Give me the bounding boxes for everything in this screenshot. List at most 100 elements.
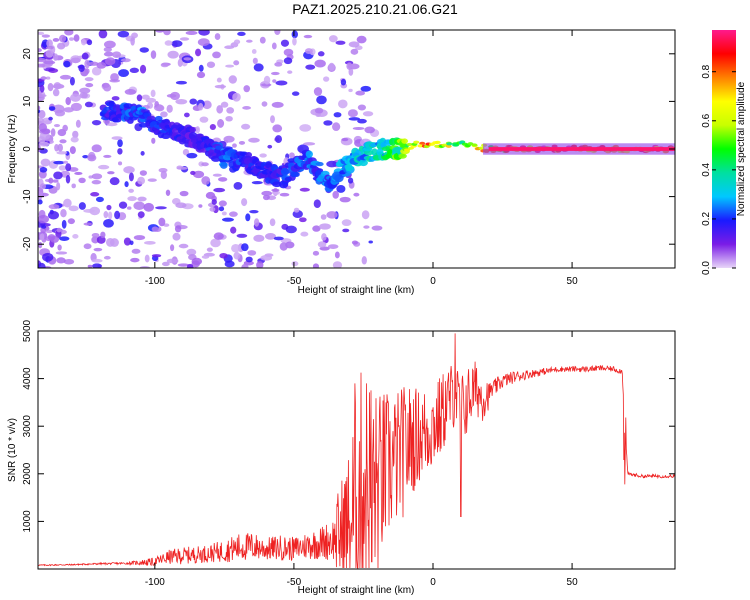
heatmap-noise-blob (83, 209, 95, 213)
heatmap-ridge-blob (446, 142, 453, 146)
heatmap-noise-blob (216, 77, 222, 83)
heatmap-noise-blob (59, 236, 70, 241)
heatmap-noise-blob (251, 181, 263, 185)
heatmap-noise-blob (72, 234, 79, 239)
heatmap-noise-blob (128, 172, 134, 182)
heatmap-noise-blob (147, 178, 157, 182)
heatmap-noise-blob (256, 261, 264, 268)
heatmap-noise-blob (38, 141, 50, 147)
heatmap-noise-blob (206, 247, 213, 252)
heatmap-noise-blob (210, 238, 221, 248)
heatmap-noise-blob (198, 64, 204, 72)
heatmap-noise-blob (126, 206, 132, 210)
colorbar-label: Normalized spectral amplitude (736, 81, 747, 216)
heatmap-noise-blob (175, 99, 188, 105)
heatmap-noise-blob (137, 196, 147, 202)
heatmap-noise-blob (47, 210, 60, 220)
heatmap-ridge-blob (445, 144, 452, 148)
heatmap-noise-blob (299, 124, 312, 132)
heatmap-noise-blob (38, 110, 46, 119)
heatmap-noise-blob (225, 64, 235, 68)
heatmap-ridge-blob (220, 162, 228, 169)
snr-panel: -100 -50 0 50 1000 2000 3000 4000 5000 Height of… (7, 319, 676, 596)
heatmap-noise-blob (201, 255, 210, 259)
heatmap-noise-blob (48, 204, 60, 210)
heatmap-noise-blob (275, 80, 288, 86)
heatmap-noise-blob (260, 83, 272, 87)
spectrogram-ytick-label: 10 (22, 95, 33, 107)
heatmap-noise-blob (272, 79, 277, 83)
heatmap-noise-blob (260, 254, 273, 261)
heatmap-noise-blob (45, 76, 51, 80)
spectrogram-ytick-label: 20 (22, 48, 33, 60)
heatmap-noise-blob (63, 258, 75, 265)
spectrogram-ytick-label: -10 (22, 189, 33, 204)
heatmap-noise-blob (68, 37, 75, 41)
heatmap-noise-blob (41, 225, 47, 229)
heatmap-ridge-blob (471, 143, 478, 147)
heatmap-noise-blob (166, 93, 177, 98)
heatmap-noise-blob (271, 101, 284, 108)
heatmap-noise-blob (273, 236, 284, 241)
spectrogram-ytick-label: -20 (22, 237, 33, 252)
heatmap-noise-blob (158, 217, 166, 227)
heatmap-noise-blob (84, 59, 90, 69)
heatmap-noise-blob (56, 182, 61, 191)
heatmap-noise-blob (53, 124, 61, 128)
heatmap-noise-blob (245, 213, 251, 222)
heatmap-noise-blob (56, 227, 62, 233)
colorbar-tick-label: 0.2 (701, 212, 712, 226)
heatmap-ridge-blob (143, 112, 150, 118)
heatmap-noise-blob (38, 190, 44, 197)
heatmap-noise-blob (323, 120, 333, 126)
heatmap-noise-blob (312, 263, 320, 268)
heatmap-noise-blob (164, 40, 173, 46)
heatmap-noise-blob (214, 33, 221, 40)
heatmap-noise-blob (348, 117, 361, 121)
snr-ytick-label: 1000 (22, 510, 33, 533)
heatmap-noise-blob (38, 262, 46, 268)
heatmap-noise-blob (84, 77, 94, 82)
heatmap-noise-blob (291, 91, 300, 96)
heatmap-noise-blob (259, 36, 266, 44)
heatmap-noise-blob (103, 255, 111, 260)
heatmap-noise-blob (288, 152, 295, 159)
heatmap-noise-blob (111, 136, 123, 140)
heatmap-noise-blob (259, 153, 267, 158)
heatmap-noise-blob (177, 58, 183, 67)
heatmap-ridge-blob (315, 161, 324, 167)
heatmap-noise-blob (45, 229, 54, 234)
heatmap-noise-blob (360, 85, 372, 92)
heatmap-noise-blob (38, 63, 46, 68)
heatmap-noise-blob (245, 256, 253, 263)
heatmap-ridge-blob (406, 142, 413, 147)
heatmap-noise-blob (79, 87, 91, 94)
heatmap-noise-blob (279, 242, 288, 251)
heatmap-noise-blob (100, 231, 106, 239)
heatmap-noise-blob (63, 160, 69, 164)
snr-ytick-label: 3000 (22, 415, 33, 438)
heatmap-noise-blob (45, 49, 54, 58)
spectrogram-xtick-label: -50 (287, 276, 302, 287)
heatmap-noise-blob (84, 101, 93, 108)
heatmap-noise-blob (339, 196, 351, 203)
heatmap-noise-blob (97, 164, 110, 170)
heatmap-noise-blob (112, 51, 122, 58)
heatmap-noise-blob (347, 177, 354, 184)
heatmap-noise-blob (209, 206, 216, 212)
heatmap-noise-blob (167, 50, 179, 59)
heatmap-noise-blob (246, 39, 253, 43)
heatmap-noise-blob (64, 30, 74, 36)
heatmap-noise-blob (223, 135, 235, 143)
heatmap-noise-blob (40, 76, 47, 80)
heatmap-noise-blob (130, 36, 135, 46)
heatmap-noise-blob (90, 192, 100, 197)
heatmap-noise-blob (274, 30, 281, 36)
heatmap-noise-blob (108, 211, 113, 220)
heatmap-noise-blob (58, 165, 67, 171)
heatmap-noise-blob (39, 183, 47, 190)
heatmap-noise-blob (199, 116, 209, 123)
heatmap-noise-blob (95, 196, 104, 203)
heatmap-noise-blob (160, 170, 167, 180)
heatmap-noise-blob (140, 151, 145, 156)
